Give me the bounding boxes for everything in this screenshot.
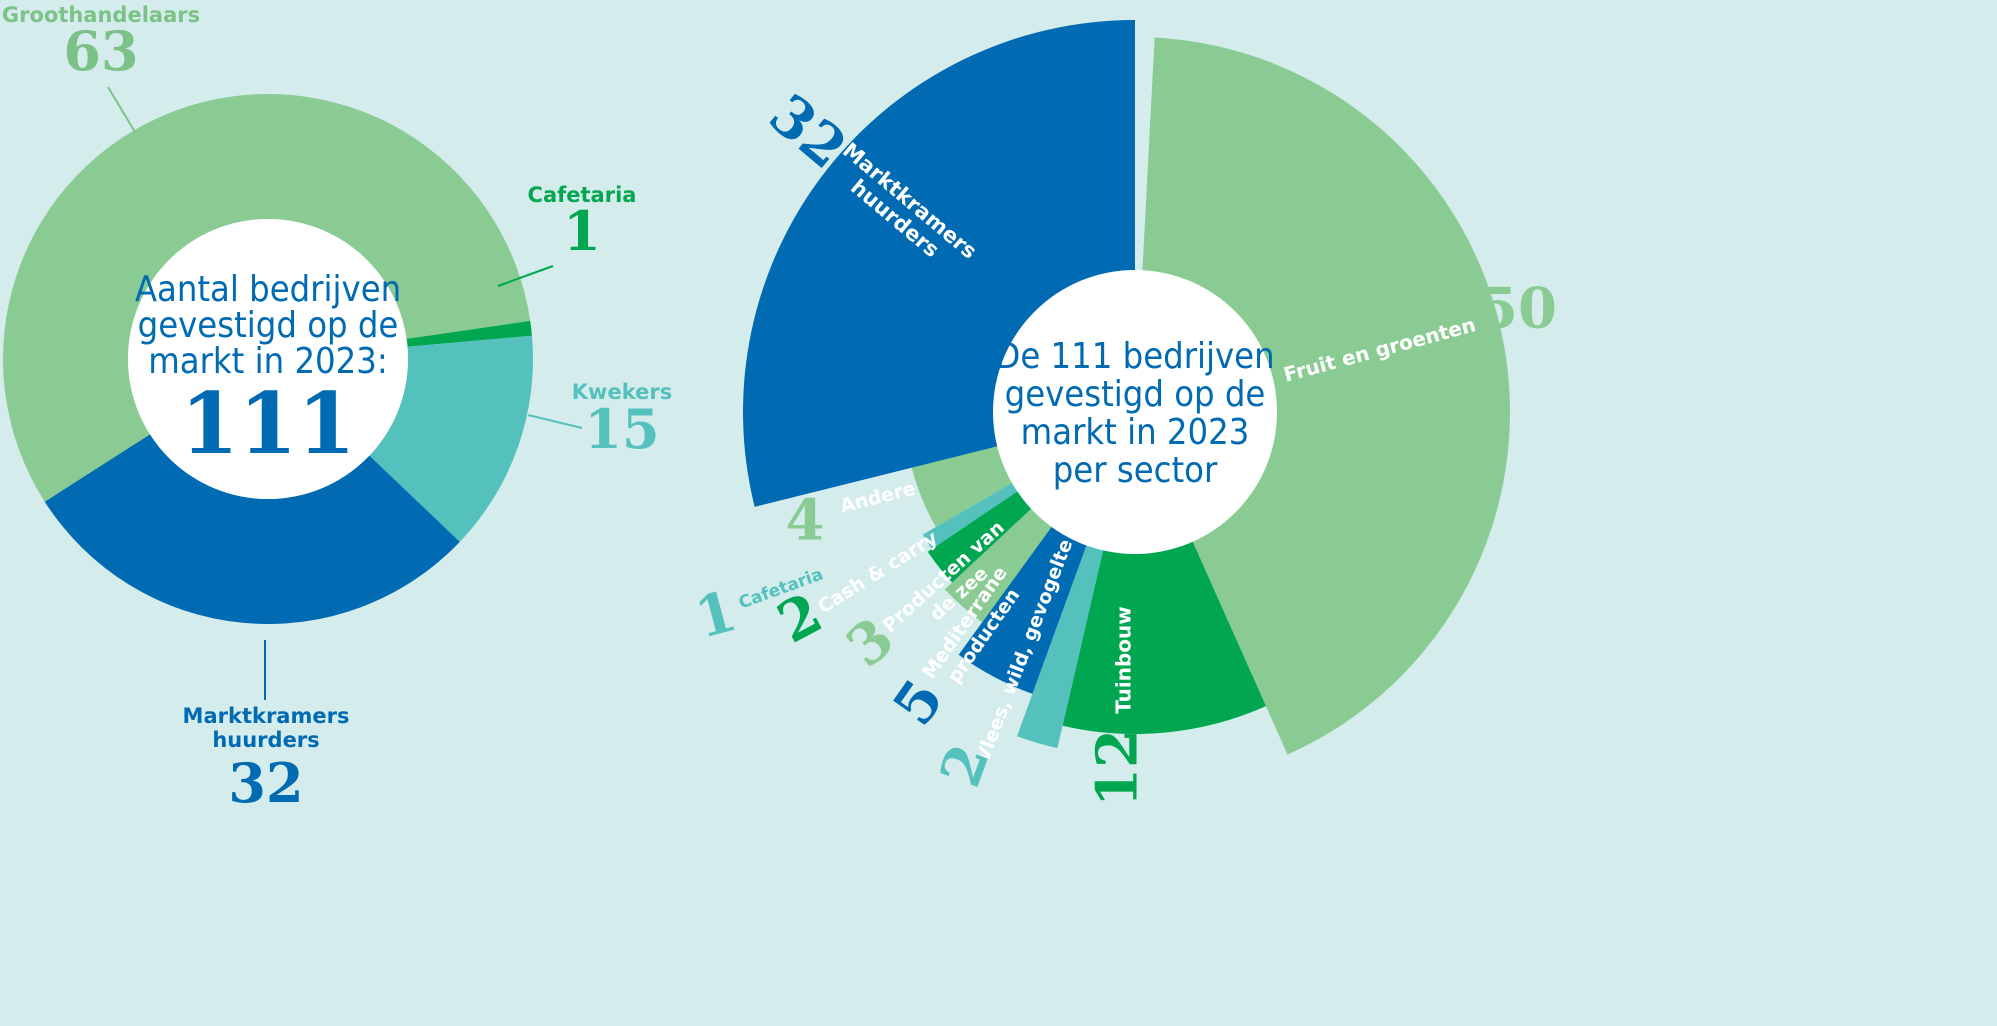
polar-slice-label: Andere: [838, 478, 918, 518]
donut-slice-label: Marktkramers huurders: [183, 704, 350, 752]
donut-slice-groothandelaars: [2, 93, 531, 502]
polar-slice-cash-carry: [927, 489, 1035, 583]
polar-slice-andere: [911, 445, 1016, 527]
donut-slice-cafetaria: [406, 320, 532, 347]
donut-slice-marktkramers-huurders: [44, 434, 460, 624]
polar-slice-cafetaria: [922, 481, 1021, 550]
polar-center-line: per sector: [1053, 450, 1218, 491]
donut-leader-line: [107, 86, 136, 133]
donut-slice-kwekers: [369, 335, 533, 542]
polar-slice-value: 5: [880, 668, 956, 738]
donut-slice-label: Groothandelaars: [2, 3, 200, 27]
donut-center-line: markt in 2023:: [148, 341, 388, 382]
donut-slice-label: Cafetaria: [528, 183, 637, 207]
donut-leader-line: [527, 414, 583, 429]
polar-center-line: markt in 2023: [1021, 412, 1250, 453]
polar-slice-value: 50: [1479, 276, 1557, 342]
polar-slice-value: 4: [786, 488, 825, 554]
polar-center-circle: [993, 270, 1277, 554]
donut-center-line: gevestigd op de: [138, 305, 399, 346]
polar-slice-mediterrane-producten: [958, 523, 1088, 694]
polar-center-line: De 111 bedrijven: [995, 336, 1274, 377]
donut-slice-value: 15: [584, 397, 659, 461]
donut-slice-value: 1: [563, 199, 601, 263]
donut-leader-line: [497, 265, 554, 287]
polar-slice-vlees-wild-gevogelte: [1017, 541, 1104, 749]
polar-slice-producten-van-de-zee: [944, 506, 1054, 623]
polar-slice-label: Tuinbouw: [1112, 606, 1136, 714]
donut-slice-label: Kwekers: [572, 380, 672, 404]
donut-slice-value: 63: [63, 19, 138, 83]
donut-center-circle: [128, 219, 408, 499]
polar-slice-marktkramers-huurders: [743, 20, 1135, 507]
polar-slice-value: 1: [689, 578, 744, 652]
donut-center-total: 111: [180, 374, 355, 473]
polar-slice-tuinbouw: [1062, 538, 1266, 734]
polar-center-line: gevestigd op de: [1005, 374, 1266, 415]
donut-center-line: Aantal bedrijven: [135, 269, 401, 310]
donut-slice-value: 32: [228, 751, 303, 815]
polar-slice-value: 12: [1085, 729, 1151, 807]
polar-slice-fruit-en-groenten: [1142, 37, 1510, 755]
